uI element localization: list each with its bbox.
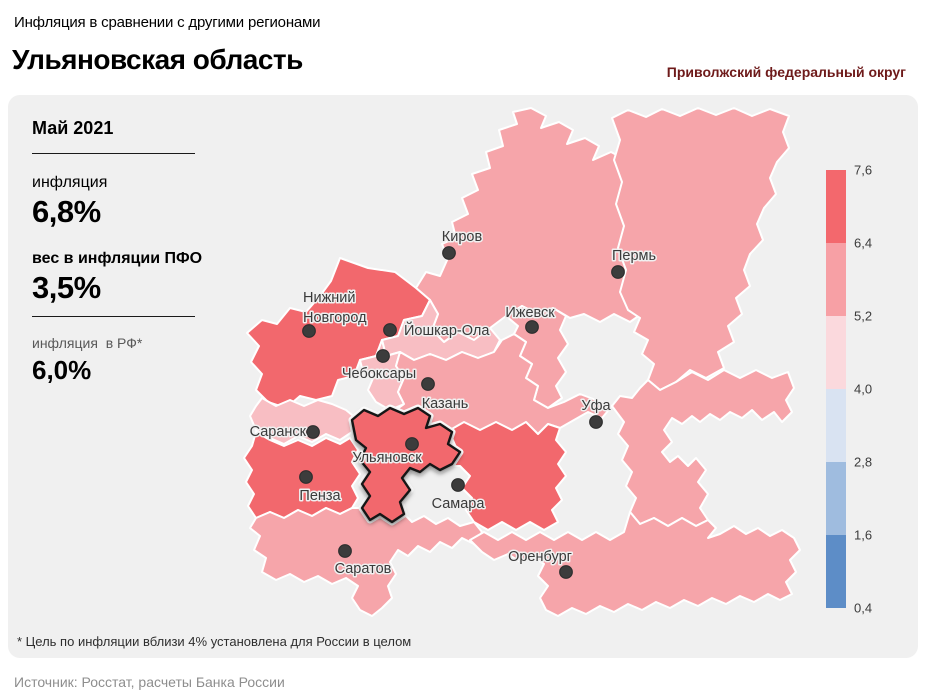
legend-segment [826,462,846,535]
city-Йошкар-Ола: Йошкар-Ола [383,320,492,341]
city-Пенза: Пенза [298,470,343,506]
city-Киров: Киров [440,228,484,260]
city-label: Самара [432,496,486,512]
footnote: * Цель по инфляции вблизи 4% установлена… [17,634,412,649]
city-marker [451,478,465,492]
stats-block: Май 2021 инфляция 6,8% вес в инфляции ПФ… [30,118,220,386]
city-marker [383,323,397,337]
city-label: Казань [422,396,469,412]
city-label: Новгород [303,310,367,326]
weight-label: вес в инфляции ПФО [32,250,203,267]
legend-segment [826,389,846,462]
legend-tick-label: 2,8 [854,454,873,470]
city-marker [306,425,320,439]
city-label: Саратов [335,561,392,577]
city-marker [338,544,352,558]
city-Ульяновск: Ульяновск [351,437,424,468]
legend-segment [826,316,846,389]
city-label: Чебоксары [342,366,416,382]
city-label: Уфа [581,398,611,414]
city-label: Оренбург [508,549,572,565]
region-bashkortostan[interactable] [611,369,795,527]
federal-district-label: Приволжский федеральный округ [666,64,906,80]
legend-segment [826,243,846,316]
city-Чебоксары: Чебоксары [340,349,418,384]
city-Нижний Новгород: Нижний Новгород [302,289,369,338]
source-caption: Источник: Росстат, расчеты Банка России [14,674,285,690]
city-label: Пенза [299,488,341,504]
city-label: Ульяновск [352,450,422,466]
city-marker [405,437,419,451]
legend-color-scale [826,170,846,608]
page-subtitle: Инфляция в сравнении с другими регионами [14,14,321,31]
city-Самара: Самара [430,478,487,514]
city-label: Нижний [303,290,355,306]
city-label: Ижевск [505,305,555,321]
rf-inflation-label: инфляция в РФ* [32,335,143,351]
legend-tick-label: 1,6 [854,527,873,543]
city-Саранск: Саранск [248,423,320,442]
divider [32,316,195,317]
city-marker [611,265,625,279]
cities-layer: Киров Пермь Нижний Новгород Йошкар-Ола Ижевск… [248,228,658,579]
city-marker [442,246,456,260]
page-title: Ульяновская область [12,44,303,75]
city-Саратов: Саратов [333,544,393,579]
city-Казань: Казань [420,377,470,414]
region-orenburg[interactable] [469,511,801,617]
region-ulyanovsk[interactable] [350,406,462,524]
city-marker [302,324,316,338]
city-marker [589,415,603,429]
legend-tick-label: 4,0 [854,381,873,397]
weight-value: 3,5% [32,270,101,305]
inflation-label: инфляция [32,174,108,191]
city-marker [421,377,435,391]
regions-layer [243,107,801,617]
city-Уфа: Уфа [580,397,613,429]
city-Оренбург: Оренбург [507,548,573,579]
region-mordovia[interactable] [249,397,359,445]
city-label: Саранск [250,424,307,440]
city-marker [525,320,539,334]
inflation-value: 6,8% [32,194,101,229]
period-label: Май 2021 [32,118,114,138]
divider [32,153,195,154]
rf-inflation-value: 6,0% [32,355,92,385]
city-Пермь: Пермь [610,247,658,279]
city-marker [559,565,573,579]
region-perm[interactable] [611,107,790,391]
highlighted-region-ulyanovsk [348,404,464,526]
legend-segment [826,170,846,243]
city-label: Киров [442,229,483,245]
legend-tick-label: 5,2 [854,308,873,324]
city-Ижевск: Ижевск [504,304,557,334]
legend-tick-label: 6,4 [854,235,873,251]
legend-segment [826,535,846,608]
legend-tick-label: 7,6 [854,162,873,178]
city-label: Пермь [612,248,656,264]
city-marker [376,349,390,363]
city-label: Йошкар-Ола [404,321,490,339]
legend-tick-label: 0,4 [854,600,873,616]
city-marker [299,470,313,484]
